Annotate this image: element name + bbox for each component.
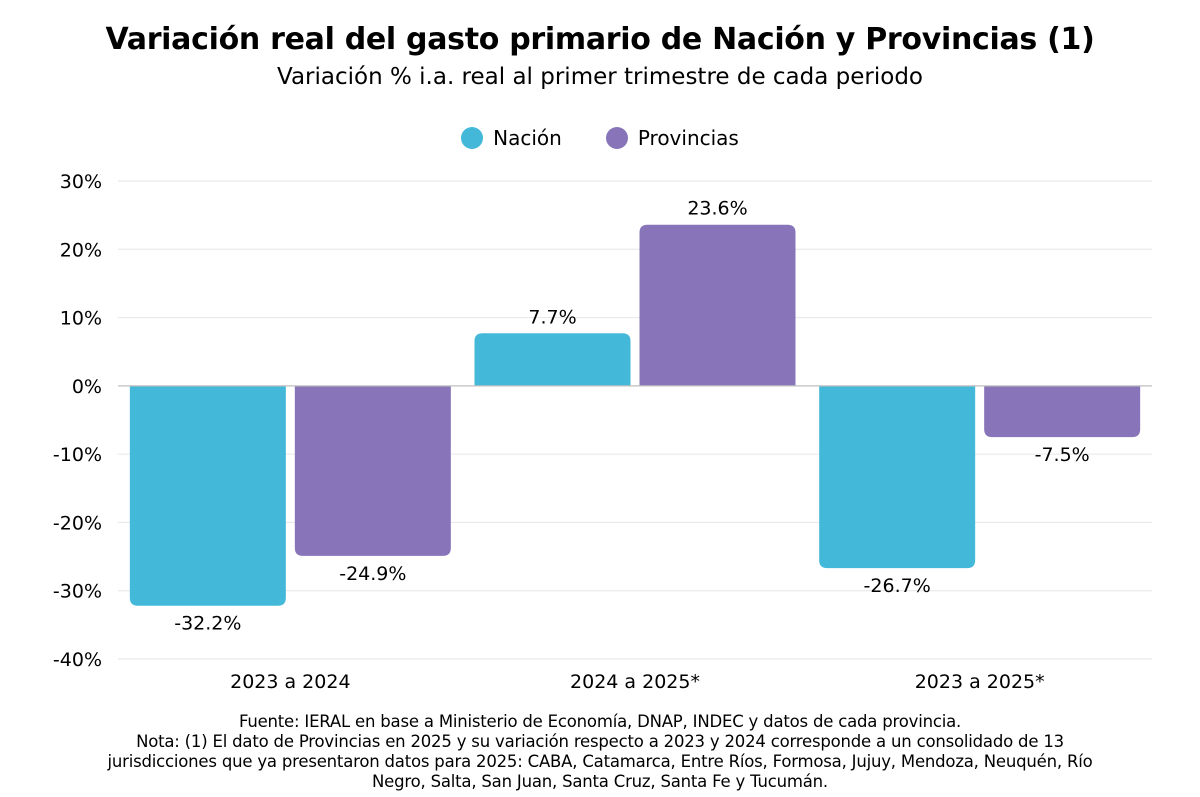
y-tick-label: 30% bbox=[60, 171, 102, 193]
x-category-label: 2023 a 2025* bbox=[915, 671, 1045, 693]
data-label: -32.2% bbox=[174, 613, 241, 635]
y-tick-label: 10% bbox=[60, 308, 102, 330]
legend-swatch-nacion bbox=[461, 127, 484, 149]
data-label: -7.5% bbox=[1035, 444, 1090, 466]
legend-label-nacion: Nación bbox=[493, 126, 562, 150]
bar-provincias bbox=[984, 385, 1141, 438]
y-tick-label: -30% bbox=[53, 581, 102, 603]
footnote-note-line-1: Nota: (1) El dato de Provincias en 2025 … bbox=[136, 732, 1064, 751]
y-tick-label: -20% bbox=[53, 512, 102, 534]
legend-item-nacion: Nación bbox=[461, 126, 562, 150]
footnote-note-line-3: Negro, Salta, San Juan, Santa Cruz, Sant… bbox=[372, 772, 828, 791]
bar-nacion bbox=[819, 385, 976, 569]
data-label: -26.7% bbox=[864, 575, 931, 597]
chart-footnote: Fuente: IERAL en base a Ministerio de Ec… bbox=[0, 712, 1200, 792]
bar-provincias bbox=[294, 385, 451, 556]
legend-label-provincias: Provincias bbox=[637, 126, 739, 150]
data-label: -24.9% bbox=[339, 563, 406, 585]
data-label: 7.7% bbox=[528, 306, 576, 328]
data-label: 23.6% bbox=[687, 198, 747, 220]
chart-legend: Nación Provincias bbox=[0, 126, 1200, 150]
bar-provincias bbox=[639, 224, 796, 386]
x-category-label: 2023 a 2024 bbox=[230, 671, 350, 693]
y-tick-label: 0% bbox=[72, 376, 102, 398]
chart-title: Variación real del gasto primario de Nac… bbox=[105, 22, 1095, 57]
bar-nacion bbox=[129, 385, 286, 606]
legend-item-provincias: Provincias bbox=[605, 126, 739, 150]
bar-chart: 30% 20% 10% 0% -10% -20% -30% -40% -32.2% -24.9% 2… bbox=[53, 171, 1152, 693]
footnote-note-line-2: jurisdicciones que ya presentaron datos … bbox=[107, 752, 1093, 771]
bar-nacion bbox=[474, 333, 631, 386]
x-category-label: 2024 a 2025* bbox=[570, 671, 700, 693]
y-tick-label: -40% bbox=[53, 649, 102, 671]
legend-swatch-provincias bbox=[605, 127, 628, 149]
footnote-source: Fuente: IERAL en base a Ministerio de Ec… bbox=[238, 712, 962, 731]
chart-subtitle: Variación % i.a. real al primer trimestr… bbox=[277, 64, 923, 90]
y-tick-label: -10% bbox=[53, 444, 102, 466]
y-tick-label: 20% bbox=[60, 239, 102, 261]
